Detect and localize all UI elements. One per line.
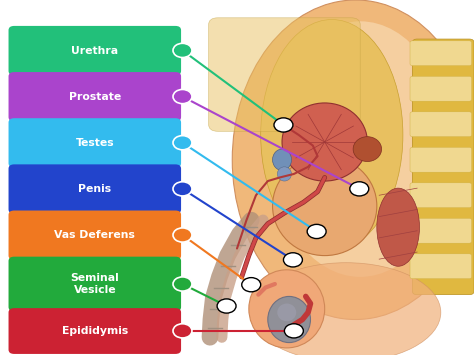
Ellipse shape [251, 263, 441, 355]
Text: Seminal
Vesicle: Seminal Vesicle [71, 273, 119, 295]
Ellipse shape [282, 103, 367, 181]
Text: Prostate: Prostate [69, 92, 121, 102]
Ellipse shape [268, 296, 310, 343]
Ellipse shape [273, 149, 292, 170]
Text: Penis: Penis [78, 184, 111, 194]
Circle shape [173, 182, 192, 196]
FancyBboxPatch shape [9, 308, 181, 354]
Text: Urethra: Urethra [71, 45, 118, 56]
FancyBboxPatch shape [9, 118, 181, 168]
Circle shape [173, 136, 192, 150]
Ellipse shape [277, 304, 296, 321]
FancyBboxPatch shape [410, 112, 472, 137]
Circle shape [284, 324, 303, 338]
FancyBboxPatch shape [410, 41, 472, 66]
FancyBboxPatch shape [9, 72, 181, 121]
FancyBboxPatch shape [9, 26, 181, 75]
Circle shape [217, 299, 236, 313]
Circle shape [173, 277, 192, 291]
FancyBboxPatch shape [209, 18, 360, 131]
Bar [190, 0, 474, 355]
Circle shape [173, 89, 192, 104]
Ellipse shape [261, 20, 403, 250]
Circle shape [283, 253, 302, 267]
FancyBboxPatch shape [412, 39, 474, 295]
Circle shape [350, 182, 369, 196]
Ellipse shape [273, 156, 377, 256]
Ellipse shape [270, 21, 450, 277]
FancyBboxPatch shape [9, 211, 181, 260]
Text: Testes: Testes [75, 138, 114, 148]
Circle shape [173, 228, 192, 242]
FancyBboxPatch shape [410, 76, 472, 101]
Circle shape [274, 118, 293, 132]
FancyBboxPatch shape [410, 218, 472, 243]
FancyBboxPatch shape [9, 257, 181, 311]
Text: Vas Deferens: Vas Deferens [55, 230, 135, 240]
FancyBboxPatch shape [410, 254, 472, 279]
Circle shape [173, 324, 192, 338]
Text: Epididymis: Epididymis [62, 326, 128, 336]
Ellipse shape [377, 188, 419, 266]
Circle shape [307, 224, 326, 239]
Ellipse shape [353, 137, 382, 162]
Circle shape [242, 278, 261, 292]
FancyBboxPatch shape [410, 183, 472, 208]
Ellipse shape [277, 167, 292, 181]
Circle shape [173, 43, 192, 58]
Ellipse shape [232, 0, 474, 320]
FancyBboxPatch shape [9, 164, 181, 214]
FancyBboxPatch shape [410, 147, 472, 172]
Ellipse shape [249, 270, 325, 348]
